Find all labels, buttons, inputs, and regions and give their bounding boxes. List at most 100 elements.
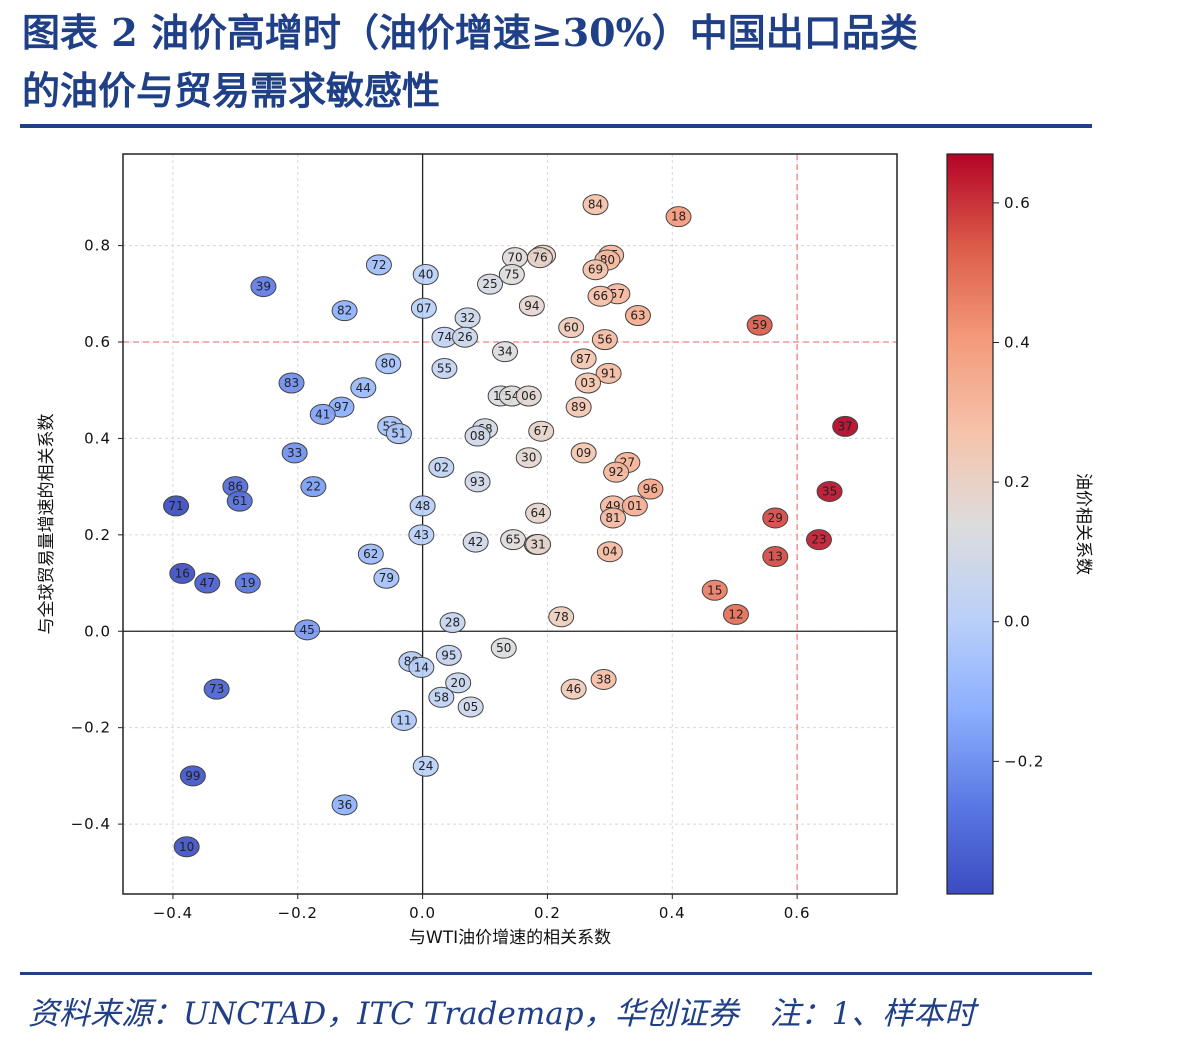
data-point-label: 10 <box>179 840 194 854</box>
data-point-label: 57 <box>610 287 625 301</box>
data-point-label: 97 <box>334 400 349 414</box>
data-point-37 <box>832 415 859 437</box>
data-point-58 <box>428 686 455 708</box>
data-point-79 <box>373 567 400 589</box>
data-point-label: 26 <box>457 330 472 344</box>
data-point-label: 38 <box>596 672 611 686</box>
data-point-38 <box>590 668 617 690</box>
y-tick-label: 0.8 <box>84 237 111 255</box>
data-point-10 <box>173 836 200 858</box>
data-point-label: 64 <box>530 506 545 520</box>
data-point-94 <box>518 295 545 317</box>
data-point-55 <box>431 358 458 380</box>
data-point-43 <box>408 524 435 546</box>
data-point-39 <box>250 276 277 298</box>
data-point-label: 44 <box>356 381 371 395</box>
data-point-label: 61 <box>232 494 247 508</box>
data-point-29 <box>762 507 789 529</box>
colorbar-tick-label: 0.6 <box>1004 194 1031 212</box>
data-point-label: 18 <box>671 210 686 224</box>
data-point-60 <box>558 317 585 339</box>
colorbar-label: 油价相关系数 <box>1073 473 1093 575</box>
data-point-label: 55 <box>437 362 452 376</box>
data-point-23 <box>805 529 832 551</box>
data-point-label: 63 <box>630 308 645 322</box>
data-point-64 <box>525 502 552 524</box>
data-point-66 <box>587 285 614 307</box>
data-point-92 <box>603 461 630 483</box>
data-point-label: 92 <box>608 465 623 479</box>
data-point-label: 76 <box>532 251 547 265</box>
x-axis-ticks: −0.4 −0.2 0.0 0.2 0.4 0.6 <box>153 894 810 922</box>
data-point-label: 09 <box>576 446 591 460</box>
data-point-28 <box>439 612 466 634</box>
data-point-62 <box>357 543 384 565</box>
data-point-label: 34 <box>497 345 512 359</box>
data-point-label: 58 <box>434 690 449 704</box>
data-point-label: 30 <box>521 451 536 465</box>
data-point-label: 72 <box>371 258 386 272</box>
data-point-46 <box>560 678 587 700</box>
data-point-07 <box>410 297 437 319</box>
data-point-label: 20 <box>451 676 466 690</box>
data-point-label: 28 <box>445 616 460 630</box>
data-point-label: 32 <box>460 311 475 325</box>
data-point-25 <box>477 273 504 295</box>
data-point-44 <box>350 377 377 399</box>
data-point-80 <box>375 353 402 375</box>
title-divider <box>20 124 1092 128</box>
data-point-label: 86 <box>228 480 243 494</box>
data-point-label: 31 <box>530 537 545 551</box>
data-point-12 <box>722 603 749 625</box>
data-point-label: 95 <box>441 648 456 662</box>
data-point-51 <box>385 423 412 445</box>
data-point-14 <box>408 656 435 678</box>
data-point-label: 43 <box>414 528 429 542</box>
data-point-41 <box>309 403 336 425</box>
data-point-label: 82 <box>337 304 352 318</box>
data-point-96 <box>637 478 664 500</box>
data-point-89 <box>565 396 592 418</box>
data-points: 8418777670858069724075253957669407823263… <box>163 194 859 858</box>
data-point-59 <box>746 314 773 336</box>
data-point-label: 15 <box>707 583 722 597</box>
data-point-84 <box>582 194 609 216</box>
x-tick-label: −0.4 <box>153 904 193 922</box>
data-point-label: 69 <box>588 263 603 277</box>
data-point-label: 99 <box>185 769 200 783</box>
data-point-93 <box>464 471 491 493</box>
data-point-label: 05 <box>463 700 478 714</box>
colorbar-tick-label: 0.4 <box>1004 333 1031 351</box>
data-point-label: 40 <box>418 268 433 282</box>
data-point-label: 29 <box>768 511 783 525</box>
x-tick-label: 0.2 <box>534 904 561 922</box>
data-point-label: 11 <box>396 713 411 727</box>
data-point-label: 24 <box>418 759 433 773</box>
colorbar-ticks: −0.2 0.0 0.2 0.4 0.6 <box>993 194 1043 770</box>
data-point-label: 56 <box>597 333 612 347</box>
data-point-label: 75 <box>504 268 519 282</box>
data-point-label: 08 <box>470 429 485 443</box>
data-point-45 <box>294 619 321 641</box>
data-point-69 <box>582 259 609 281</box>
data-point-42 <box>462 531 489 553</box>
x-tick-label: −0.2 <box>278 904 318 922</box>
data-point-label: 37 <box>838 419 853 433</box>
data-point-71 <box>163 495 190 517</box>
y-axis-label: 与全球贸易量增速的相关系数 <box>37 414 57 635</box>
data-point-16 <box>169 562 196 584</box>
data-point-label: 16 <box>175 566 190 580</box>
data-point-50 <box>490 637 517 659</box>
data-point-06 <box>515 385 542 407</box>
y-tick-label: −0.2 <box>71 719 111 737</box>
data-point-label: 80 <box>381 357 396 371</box>
y-tick-label: 0.6 <box>84 333 111 351</box>
data-point-label: 25 <box>482 277 497 291</box>
data-point-83 <box>278 372 305 394</box>
footer-divider <box>20 972 1092 975</box>
data-point-04 <box>596 541 623 563</box>
source-note: 资料来源：UNCTAD，ITC Trademap，华创证券 注：1、样本时 <box>28 996 976 1032</box>
colorbar-tick-label: 0.2 <box>1004 473 1031 491</box>
data-point-label: 41 <box>315 407 330 421</box>
reference-lines <box>123 154 897 894</box>
